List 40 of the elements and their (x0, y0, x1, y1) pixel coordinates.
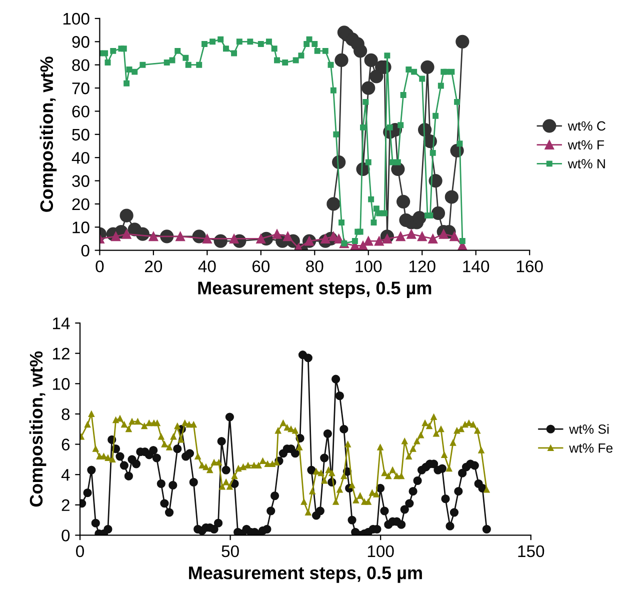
y-tick-label: 90 (72, 36, 90, 48)
y-tick-label: 6 (62, 438, 70, 450)
y-tick-label: 8 (62, 408, 70, 420)
y-tick-label: 100 (63, 12, 90, 25)
legend-label: wt% N (568, 159, 605, 168)
x-tick-label: 150 (518, 545, 544, 558)
y-tick-label: 30 (72, 175, 90, 187)
y-tick-label: 70 (72, 82, 90, 94)
x-tick-label: 0 (96, 260, 104, 272)
y-tick-label: 40 (72, 152, 90, 164)
x-axis-title: Measurement steps, 0.5 µm (198, 282, 432, 298)
x-tick-label: 100 (368, 545, 394, 558)
x-tick-label: 100 (356, 260, 382, 272)
x-axis-title: Measurement steps, 0.5 µm (189, 566, 422, 583)
x-tick-label: 60 (252, 260, 270, 272)
y-tick-label: 0 (81, 244, 90, 257)
y-tick-label: 10 (53, 378, 70, 390)
y-axis-title: Composition, wt% (40, 56, 57, 212)
x-tick-label: 50 (222, 545, 239, 558)
y-tick-label: 14 (53, 318, 70, 330)
x-tick-label: 20 (145, 260, 162, 272)
y-tick-label: 0 (62, 530, 70, 542)
x-tick-label: 120 (409, 260, 436, 272)
y-tick-label: 2 (62, 499, 70, 511)
legend-label: wt% Fe (569, 443, 613, 453)
x-tick-label: 80 (306, 260, 324, 272)
y-tick-label: 4 (61, 469, 70, 481)
legend-label: wt% F (568, 140, 604, 150)
y-axis-title: Composition, wt% (29, 351, 46, 507)
x-tick-label: 140 (463, 260, 490, 272)
x-tick-label: 40 (198, 260, 216, 272)
y-tick-label: 12 (53, 348, 70, 360)
legend-label: wt% C (568, 121, 606, 131)
y-tick-label: 10 (72, 222, 90, 234)
y-tick-label: 50 (72, 128, 90, 141)
x-tick-label: 160 (516, 260, 543, 272)
y-tick-label: 60 (72, 106, 90, 118)
y-tick-label: 80 (72, 59, 90, 72)
legend-label: wt% Si (569, 424, 609, 434)
y-tick-label: 20 (72, 198, 90, 210)
